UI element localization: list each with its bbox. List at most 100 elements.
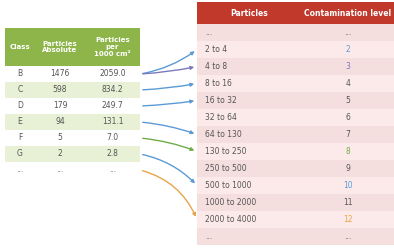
Bar: [5, 28, 35, 66]
Bar: [302, 92, 394, 109]
Bar: [35, 28, 85, 66]
Text: ...: ...: [109, 166, 116, 174]
Text: 834.2: 834.2: [102, 86, 123, 94]
Text: Contamination level: Contamination level: [305, 8, 392, 18]
Bar: [85, 66, 140, 82]
Text: ...: ...: [344, 232, 351, 241]
Text: 8 to 16: 8 to 16: [205, 79, 232, 88]
Bar: [85, 114, 140, 130]
Bar: [5, 162, 35, 178]
Text: Particles: Particles: [230, 8, 268, 18]
Text: 131.1: 131.1: [102, 118, 123, 126]
Text: 179: 179: [53, 102, 67, 110]
Bar: [5, 130, 35, 146]
Text: ...: ...: [17, 166, 24, 174]
Text: 130 to 250: 130 to 250: [205, 147, 247, 156]
Text: 64 to 130: 64 to 130: [205, 130, 242, 139]
Bar: [85, 28, 140, 66]
Bar: [302, 2, 394, 24]
Text: 4: 4: [346, 79, 350, 88]
Text: 8: 8: [346, 147, 350, 156]
Text: 2059.0: 2059.0: [99, 70, 126, 78]
Bar: [5, 114, 35, 130]
Text: 500 to 1000: 500 to 1000: [205, 181, 251, 190]
Text: 10: 10: [343, 181, 353, 190]
Text: Class: Class: [9, 44, 30, 50]
Bar: [35, 98, 85, 114]
Bar: [197, 177, 302, 194]
Bar: [302, 109, 394, 126]
Bar: [197, 160, 302, 177]
Bar: [197, 75, 302, 92]
Bar: [35, 162, 85, 178]
Bar: [5, 146, 35, 162]
Text: 94: 94: [55, 118, 65, 126]
Text: 6: 6: [346, 113, 350, 122]
Bar: [302, 24, 394, 41]
Text: 2 to 4: 2 to 4: [205, 45, 227, 54]
Bar: [302, 58, 394, 75]
Text: D: D: [17, 102, 23, 110]
Bar: [302, 194, 394, 211]
Text: 7: 7: [346, 130, 350, 139]
Text: 9: 9: [346, 164, 350, 173]
Bar: [197, 211, 302, 228]
Text: F: F: [18, 134, 22, 142]
Bar: [197, 228, 302, 245]
Bar: [35, 66, 85, 82]
Text: 3: 3: [346, 62, 350, 71]
Bar: [5, 82, 35, 98]
Bar: [302, 143, 394, 160]
Text: 7.0: 7.0: [106, 134, 119, 142]
Bar: [302, 228, 394, 245]
Bar: [197, 41, 302, 58]
Text: G: G: [17, 150, 23, 158]
Text: 11: 11: [343, 198, 353, 207]
Bar: [85, 82, 140, 98]
Text: 4 to 8: 4 to 8: [205, 62, 227, 71]
Text: 1476: 1476: [50, 70, 70, 78]
Bar: [302, 75, 394, 92]
Text: B: B: [17, 70, 22, 78]
Bar: [197, 92, 302, 109]
Bar: [35, 130, 85, 146]
Bar: [302, 126, 394, 143]
Bar: [197, 24, 302, 41]
Text: ...: ...: [344, 28, 351, 37]
Text: 2000 to 4000: 2000 to 4000: [205, 215, 256, 224]
Text: ...: ...: [205, 232, 212, 241]
Bar: [85, 130, 140, 146]
Text: 5: 5: [58, 134, 62, 142]
Bar: [302, 211, 394, 228]
Bar: [5, 66, 35, 82]
Bar: [197, 126, 302, 143]
Text: Particles
per
1000 cm²: Particles per 1000 cm²: [94, 37, 131, 57]
Text: C: C: [17, 86, 22, 94]
Bar: [197, 2, 302, 24]
Bar: [197, 58, 302, 75]
Text: 250 to 500: 250 to 500: [205, 164, 247, 173]
Text: ...: ...: [56, 166, 63, 174]
Bar: [35, 114, 85, 130]
Text: 2: 2: [346, 45, 350, 54]
Text: 5: 5: [346, 96, 350, 105]
Bar: [302, 41, 394, 58]
Text: Particles
Absolute: Particles Absolute: [43, 40, 78, 54]
Text: 598: 598: [53, 86, 67, 94]
Text: ...: ...: [205, 28, 212, 37]
Bar: [35, 146, 85, 162]
Text: 2: 2: [58, 150, 62, 158]
Bar: [85, 162, 140, 178]
Text: 2.8: 2.8: [106, 150, 119, 158]
Text: E: E: [18, 118, 22, 126]
Bar: [85, 98, 140, 114]
Bar: [302, 177, 394, 194]
Bar: [197, 194, 302, 211]
Bar: [302, 160, 394, 177]
Bar: [197, 143, 302, 160]
Text: 32 to 64: 32 to 64: [205, 113, 237, 122]
Text: 16 to 32: 16 to 32: [205, 96, 237, 105]
Text: 1000 to 2000: 1000 to 2000: [205, 198, 256, 207]
Bar: [35, 82, 85, 98]
Text: 12: 12: [343, 215, 353, 224]
